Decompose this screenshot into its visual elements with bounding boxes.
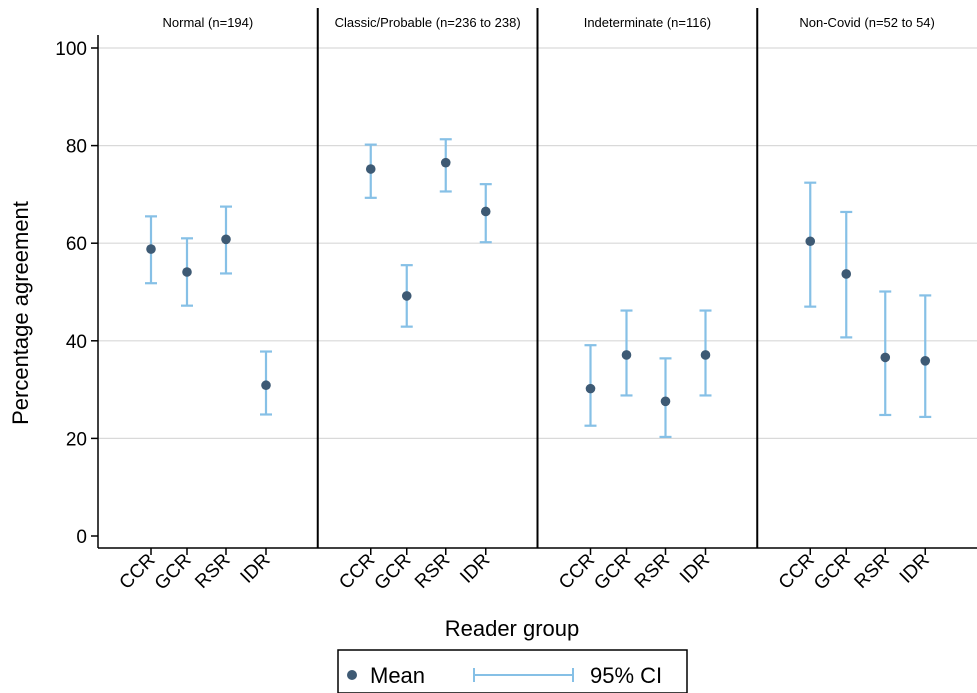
mean-point — [660, 396, 671, 407]
y-tick-label: 80 — [66, 137, 87, 158]
y-axis: 0 20 40 60 80 100 — [55, 35, 99, 548]
y-tick-label: 100 — [55, 39, 87, 60]
y-tick-label: 0 — [76, 527, 87, 548]
mean-point — [261, 380, 271, 391]
panels: Normal (n=194) Classic/Probable (n=236 to… — [98, 8, 977, 548]
y-tick-label: 40 — [66, 332, 87, 353]
y-tick-label: 60 — [66, 234, 87, 255]
legend-ci-label: 95% CI — [590, 663, 662, 688]
y-tick-label: 20 — [66, 429, 87, 450]
mean-point — [401, 291, 412, 301]
legend-mean-label: Mean — [370, 663, 425, 688]
panel-title: Normal (n=194) — [163, 15, 254, 30]
marks — [145, 138, 932, 439]
mean-point — [880, 352, 891, 363]
mean-point — [700, 350, 711, 360]
x-axis-title: Reader group — [445, 616, 580, 641]
mean-point — [585, 383, 596, 394]
legend-box — [337, 649, 688, 693]
legend: Mean 95% CI — [337, 649, 688, 693]
mean-point — [440, 157, 451, 168]
legend-mean-marker — [347, 670, 357, 680]
mean-point — [365, 164, 376, 174]
panel-title: Indeterminate (n=116) — [584, 15, 711, 30]
panel-title: Classic/Probable (n=236 to 238) — [335, 15, 521, 30]
y-axis-title: Percentage agreement — [8, 201, 33, 425]
mean-point — [805, 236, 816, 247]
mean-point — [480, 206, 491, 217]
mean-point — [182, 267, 192, 277]
mean-point — [920, 356, 931, 366]
mean-point — [221, 234, 231, 245]
mean-point — [841, 269, 852, 279]
mean-point — [621, 350, 632, 360]
panel-title: Non-Covid (n=52 to 54) — [799, 15, 935, 30]
mean-point — [146, 244, 156, 254]
